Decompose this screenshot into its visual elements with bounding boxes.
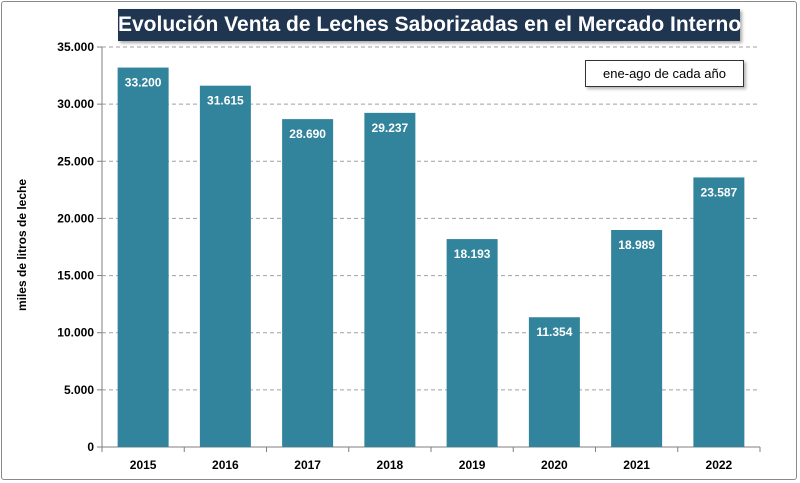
x-tick-label-2017: 2017 <box>294 458 321 472</box>
x-tick-label-2022: 2022 <box>706 458 733 472</box>
y-tick-label: 35.000 <box>57 40 94 54</box>
data-label-2016: 31.615 <box>207 94 244 108</box>
data-label-2020: 11.354 <box>536 325 572 339</box>
bar-2021 <box>611 229 663 447</box>
chart-title: Evolución Venta de Leches Saborizadas en… <box>118 9 741 41</box>
data-label-2022: 23.587 <box>701 185 738 199</box>
x-tick-label-2020: 2020 <box>541 458 568 472</box>
x-tick-label-2021: 2021 <box>623 458 650 472</box>
y-tick-label: 30.000 <box>57 97 94 111</box>
data-label-2019: 18.193 <box>454 247 491 261</box>
y-tick-label: 5.000 <box>64 383 94 397</box>
bar-2022 <box>693 177 745 448</box>
bar-2020 <box>528 317 580 447</box>
y-tick-label: 25.000 <box>57 154 94 168</box>
x-tick-label-2015: 2015 <box>130 458 157 472</box>
bar-2018 <box>364 112 416 447</box>
bar-2015 <box>117 67 169 448</box>
data-label-2021: 18.989 <box>618 238 655 252</box>
y-tick-label: 10.000 <box>57 326 94 340</box>
bar-2017 <box>282 119 334 447</box>
x-tick-label-2018: 2018 <box>377 458 404 472</box>
period-annotation: ene-ago de cada año <box>585 60 744 87</box>
data-label-2015: 33.200 <box>125 76 162 90</box>
x-tick-label-2019: 2019 <box>459 458 486 472</box>
y-tick-label: 15.000 <box>57 269 94 283</box>
data-label-2017: 28.690 <box>289 127 326 141</box>
data-label-2018: 29.237 <box>372 121 409 135</box>
bar-2016 <box>199 85 251 447</box>
bar-2019 <box>446 239 498 447</box>
y-tick-label: 0 <box>87 440 94 454</box>
x-tick-label-2016: 2016 <box>212 458 239 472</box>
y-tick-label: 20.000 <box>57 211 94 225</box>
